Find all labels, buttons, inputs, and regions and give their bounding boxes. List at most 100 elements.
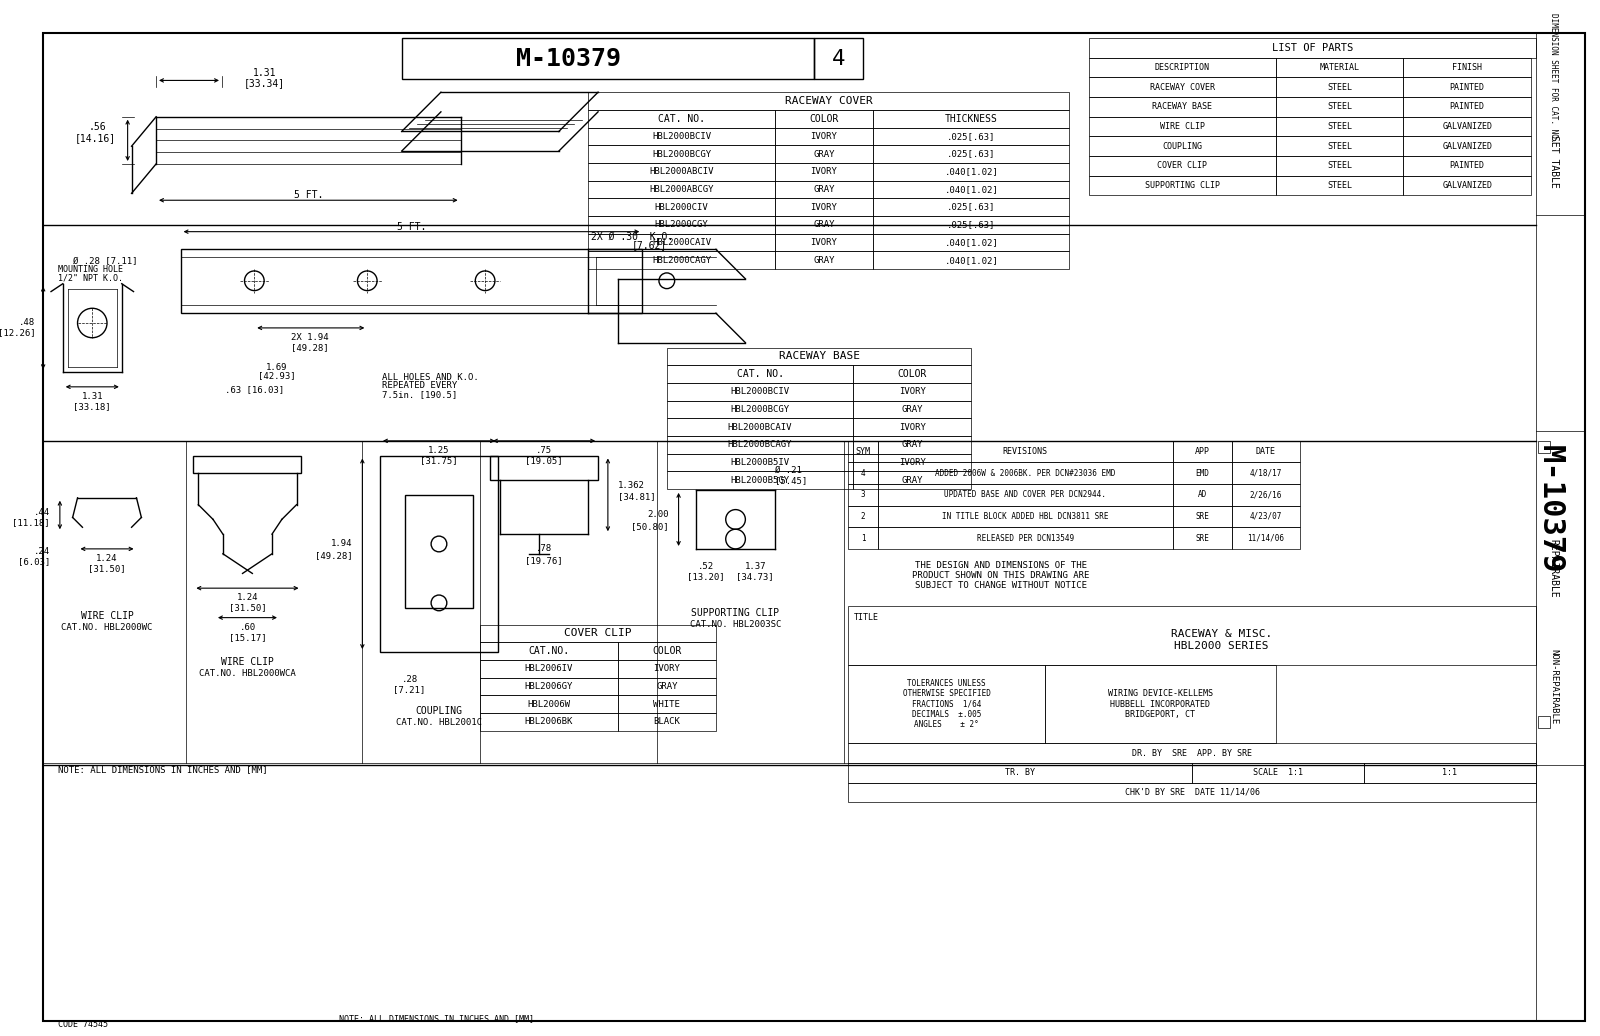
- Bar: [1232, 484, 1301, 506]
- Text: ADDED 2006W & 2006BK. PER DCN#23036 EMD: ADDED 2006W & 2006BK. PER DCN#23036 EMD: [934, 468, 1115, 478]
- Text: COVER CLIP: COVER CLIP: [565, 629, 632, 638]
- Bar: [874, 215, 1069, 234]
- Text: THICKNESS: THICKNESS: [946, 114, 998, 123]
- Text: M-10379: M-10379: [517, 47, 621, 70]
- Text: COUPLING: COUPLING: [416, 706, 462, 716]
- Text: HBL2000ABCGY: HBL2000ABCGY: [650, 185, 714, 194]
- Bar: [1192, 762, 1365, 782]
- Text: [12.26]: [12.26]: [0, 328, 35, 338]
- Text: 2X Ø .30  K.O.: 2X Ø .30 K.O.: [592, 232, 674, 241]
- Text: TOLERANCES UNLESS
OTHERWISE SPECIFIED
FRACTIONS  1/64
DECIMALS  ±.005
ANGLES    : TOLERANCES UNLESS OTHERWISE SPECIFIED FR…: [902, 679, 990, 729]
- Text: .78: .78: [536, 544, 552, 553]
- Text: 4: 4: [861, 468, 866, 478]
- Bar: [874, 234, 1069, 252]
- Bar: [667, 347, 971, 366]
- Bar: [774, 215, 874, 234]
- Text: 1.24: 1.24: [237, 594, 258, 603]
- Text: IVORY: IVORY: [899, 387, 926, 396]
- Text: HBL2006IV: HBL2006IV: [525, 664, 573, 673]
- Text: 5 FT.: 5 FT.: [294, 191, 323, 200]
- Text: CHK'D BY SRE  DATE 11/14/06: CHK'D BY SRE DATE 11/14/06: [1125, 788, 1259, 797]
- Text: CAT.NO. HBL2001C: CAT.NO. HBL2001C: [395, 718, 482, 727]
- Bar: [1365, 762, 1536, 782]
- Text: [33.34]: [33.34]: [243, 79, 285, 88]
- Bar: [874, 180, 1069, 198]
- Bar: [774, 110, 874, 127]
- Bar: [1090, 117, 1275, 137]
- Bar: [848, 506, 878, 527]
- Bar: [589, 145, 774, 163]
- Text: 1.37: 1.37: [744, 563, 766, 571]
- Text: DATE: DATE: [1256, 448, 1275, 456]
- Bar: [667, 383, 853, 401]
- Text: 1.31: 1.31: [82, 393, 102, 401]
- Bar: [667, 401, 853, 419]
- Text: CAT.NO. HBL2003SC: CAT.NO. HBL2003SC: [690, 620, 781, 629]
- Text: 1:1: 1:1: [1442, 769, 1458, 777]
- Bar: [848, 665, 1045, 744]
- Text: [49.28]: [49.28]: [291, 343, 330, 352]
- Bar: [1090, 156, 1275, 176]
- Text: HBL2000BCAIV: HBL2000BCAIV: [728, 423, 792, 432]
- Text: NOTE: ALL DIMENSIONS IN INCHES AND [MM]: NOTE: ALL DIMENSIONS IN INCHES AND [MM]: [339, 1014, 533, 1023]
- Text: EMD: EMD: [1195, 468, 1210, 478]
- Text: CODE 74545: CODE 74545: [58, 1020, 107, 1030]
- Text: Ø .28 [7.11]: Ø .28 [7.11]: [72, 258, 138, 266]
- Bar: [774, 252, 874, 269]
- Bar: [1403, 58, 1531, 78]
- Text: THE DESIGN AND DIMENSIONS OF THE
PRODUCT SHOWN ON THIS DRAWING ARE
SUBJECT TO CH: THE DESIGN AND DIMENSIONS OF THE PRODUCT…: [912, 560, 1090, 591]
- Bar: [1173, 462, 1232, 484]
- Bar: [1403, 97, 1531, 117]
- Text: GRAY: GRAY: [813, 221, 835, 229]
- Text: TR. BY: TR. BY: [1005, 769, 1035, 777]
- Text: [13.20]: [13.20]: [688, 572, 725, 581]
- Text: IVORY: IVORY: [811, 238, 837, 247]
- Text: SUPPORTING CLIP: SUPPORTING CLIP: [1146, 181, 1219, 190]
- Bar: [1403, 117, 1531, 137]
- Text: 2X 1.94: 2X 1.94: [291, 334, 330, 342]
- Bar: [853, 419, 971, 436]
- Text: 2.00: 2.00: [648, 510, 669, 519]
- Text: .60: .60: [240, 623, 256, 632]
- Text: IVORY: IVORY: [899, 423, 926, 432]
- Bar: [874, 127, 1069, 145]
- Bar: [878, 462, 1173, 484]
- Bar: [480, 660, 618, 678]
- Text: HBL2000CAGY: HBL2000CAGY: [651, 256, 710, 264]
- Text: UPDATED BASE AND COVER PER DCN2944.: UPDATED BASE AND COVER PER DCN2944.: [944, 490, 1106, 499]
- Bar: [853, 454, 971, 471]
- Bar: [1275, 58, 1403, 78]
- Bar: [618, 713, 715, 730]
- Text: RACEWAY BASE: RACEWAY BASE: [1152, 103, 1213, 112]
- Text: 3: 3: [861, 490, 866, 499]
- Bar: [1403, 78, 1531, 97]
- Text: IN TITLE BLOCK ADDED HBL DCN3811 SRE: IN TITLE BLOCK ADDED HBL DCN3811 SRE: [942, 512, 1109, 521]
- Bar: [1538, 441, 1550, 453]
- Text: PAINTED: PAINTED: [1450, 162, 1485, 170]
- Bar: [878, 484, 1173, 506]
- Text: STEEL: STEEL: [1326, 162, 1352, 170]
- Text: GRAY: GRAY: [813, 185, 835, 194]
- Text: LIST OF PARTS: LIST OF PARTS: [1272, 44, 1354, 53]
- Text: WIRE CLIP: WIRE CLIP: [80, 610, 133, 621]
- Text: SYM: SYM: [856, 448, 870, 456]
- Text: WHITE: WHITE: [653, 699, 680, 709]
- Bar: [853, 471, 971, 489]
- Bar: [589, 180, 774, 198]
- Text: DESCRIPTION: DESCRIPTION: [1155, 63, 1210, 73]
- Text: HBL2006W: HBL2006W: [528, 699, 571, 709]
- Bar: [878, 506, 1173, 527]
- Bar: [589, 163, 774, 180]
- Bar: [589, 92, 1069, 110]
- Text: PAINTED: PAINTED: [1450, 103, 1485, 112]
- Bar: [874, 145, 1069, 163]
- Bar: [381, 456, 498, 652]
- Bar: [402, 38, 814, 80]
- Bar: [1173, 527, 1232, 549]
- Text: IVORY: IVORY: [653, 664, 680, 673]
- Bar: [589, 252, 774, 269]
- Text: [49.28]: [49.28]: [315, 551, 352, 560]
- Text: 2: 2: [861, 512, 866, 521]
- Text: GRAY: GRAY: [901, 440, 923, 450]
- Text: .24: .24: [34, 547, 50, 556]
